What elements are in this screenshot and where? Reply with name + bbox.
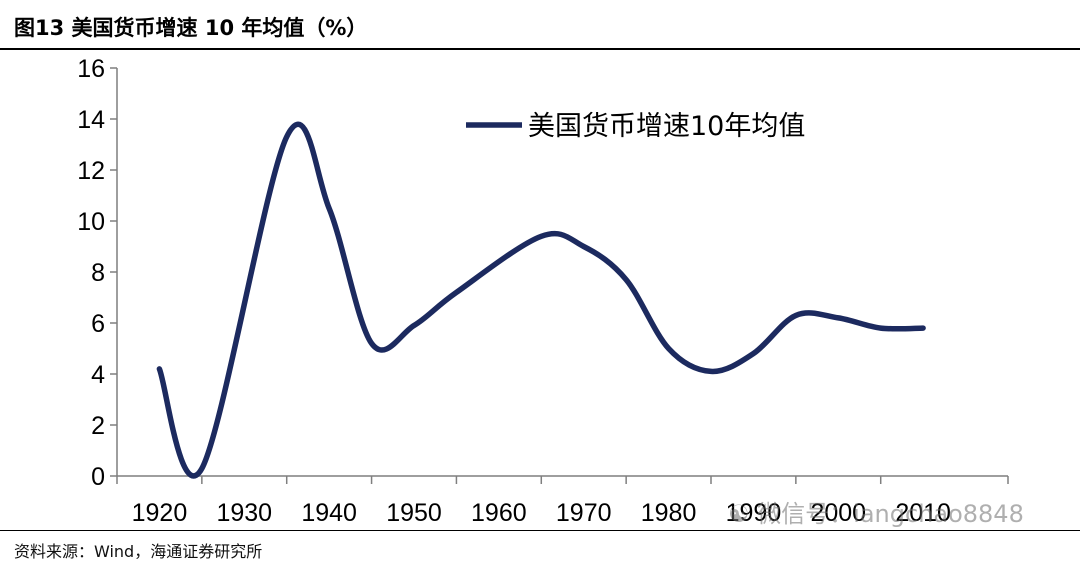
title-bar: 图13 美国货币增速 10 年均值（%） xyxy=(0,0,1080,50)
x-tick-label: 1970 xyxy=(556,499,612,527)
y-tick-label: 0 xyxy=(91,463,105,491)
wechat-icon: ☯ xyxy=(728,500,750,528)
y-tick-label: 6 xyxy=(91,310,105,338)
y-tick-label: 10 xyxy=(77,208,105,236)
x-tick-label: 1990 xyxy=(726,499,782,527)
y-tick-label: 4 xyxy=(91,361,105,389)
x-tick-label: 2000 xyxy=(810,499,866,527)
chart-title: 图13 美国货币增速 10 年均值（%） xyxy=(14,16,368,40)
watermark-text: 微信号：iangchao8848 xyxy=(757,500,1024,528)
y-tick-label: 2 xyxy=(91,412,105,440)
watermark: ☯ 微信号：iangchao8848 xyxy=(728,494,1024,529)
y-tick-label: 16 xyxy=(77,55,105,83)
x-tick-label: 1930 xyxy=(216,499,272,527)
x-tick-label: 1940 xyxy=(301,499,357,527)
y-tick-label: 14 xyxy=(77,106,105,134)
x-tick-label: 1980 xyxy=(641,499,697,527)
source-note: 资料来源：Wind，海通证券研究所 xyxy=(14,542,263,561)
legend-label: 美国货币增速10年均值 xyxy=(528,111,805,142)
footer: 资料来源：Wind，海通证券研究所 xyxy=(0,530,1080,561)
x-tick-label: 1950 xyxy=(386,499,442,527)
x-tick-label: 2010 xyxy=(895,499,951,527)
x-tick-label: 1920 xyxy=(132,499,188,527)
series-line xyxy=(156,121,926,479)
y-tick-label: 12 xyxy=(77,157,105,185)
x-tick-label: 1960 xyxy=(471,499,527,527)
y-tick-label: 8 xyxy=(91,259,105,287)
